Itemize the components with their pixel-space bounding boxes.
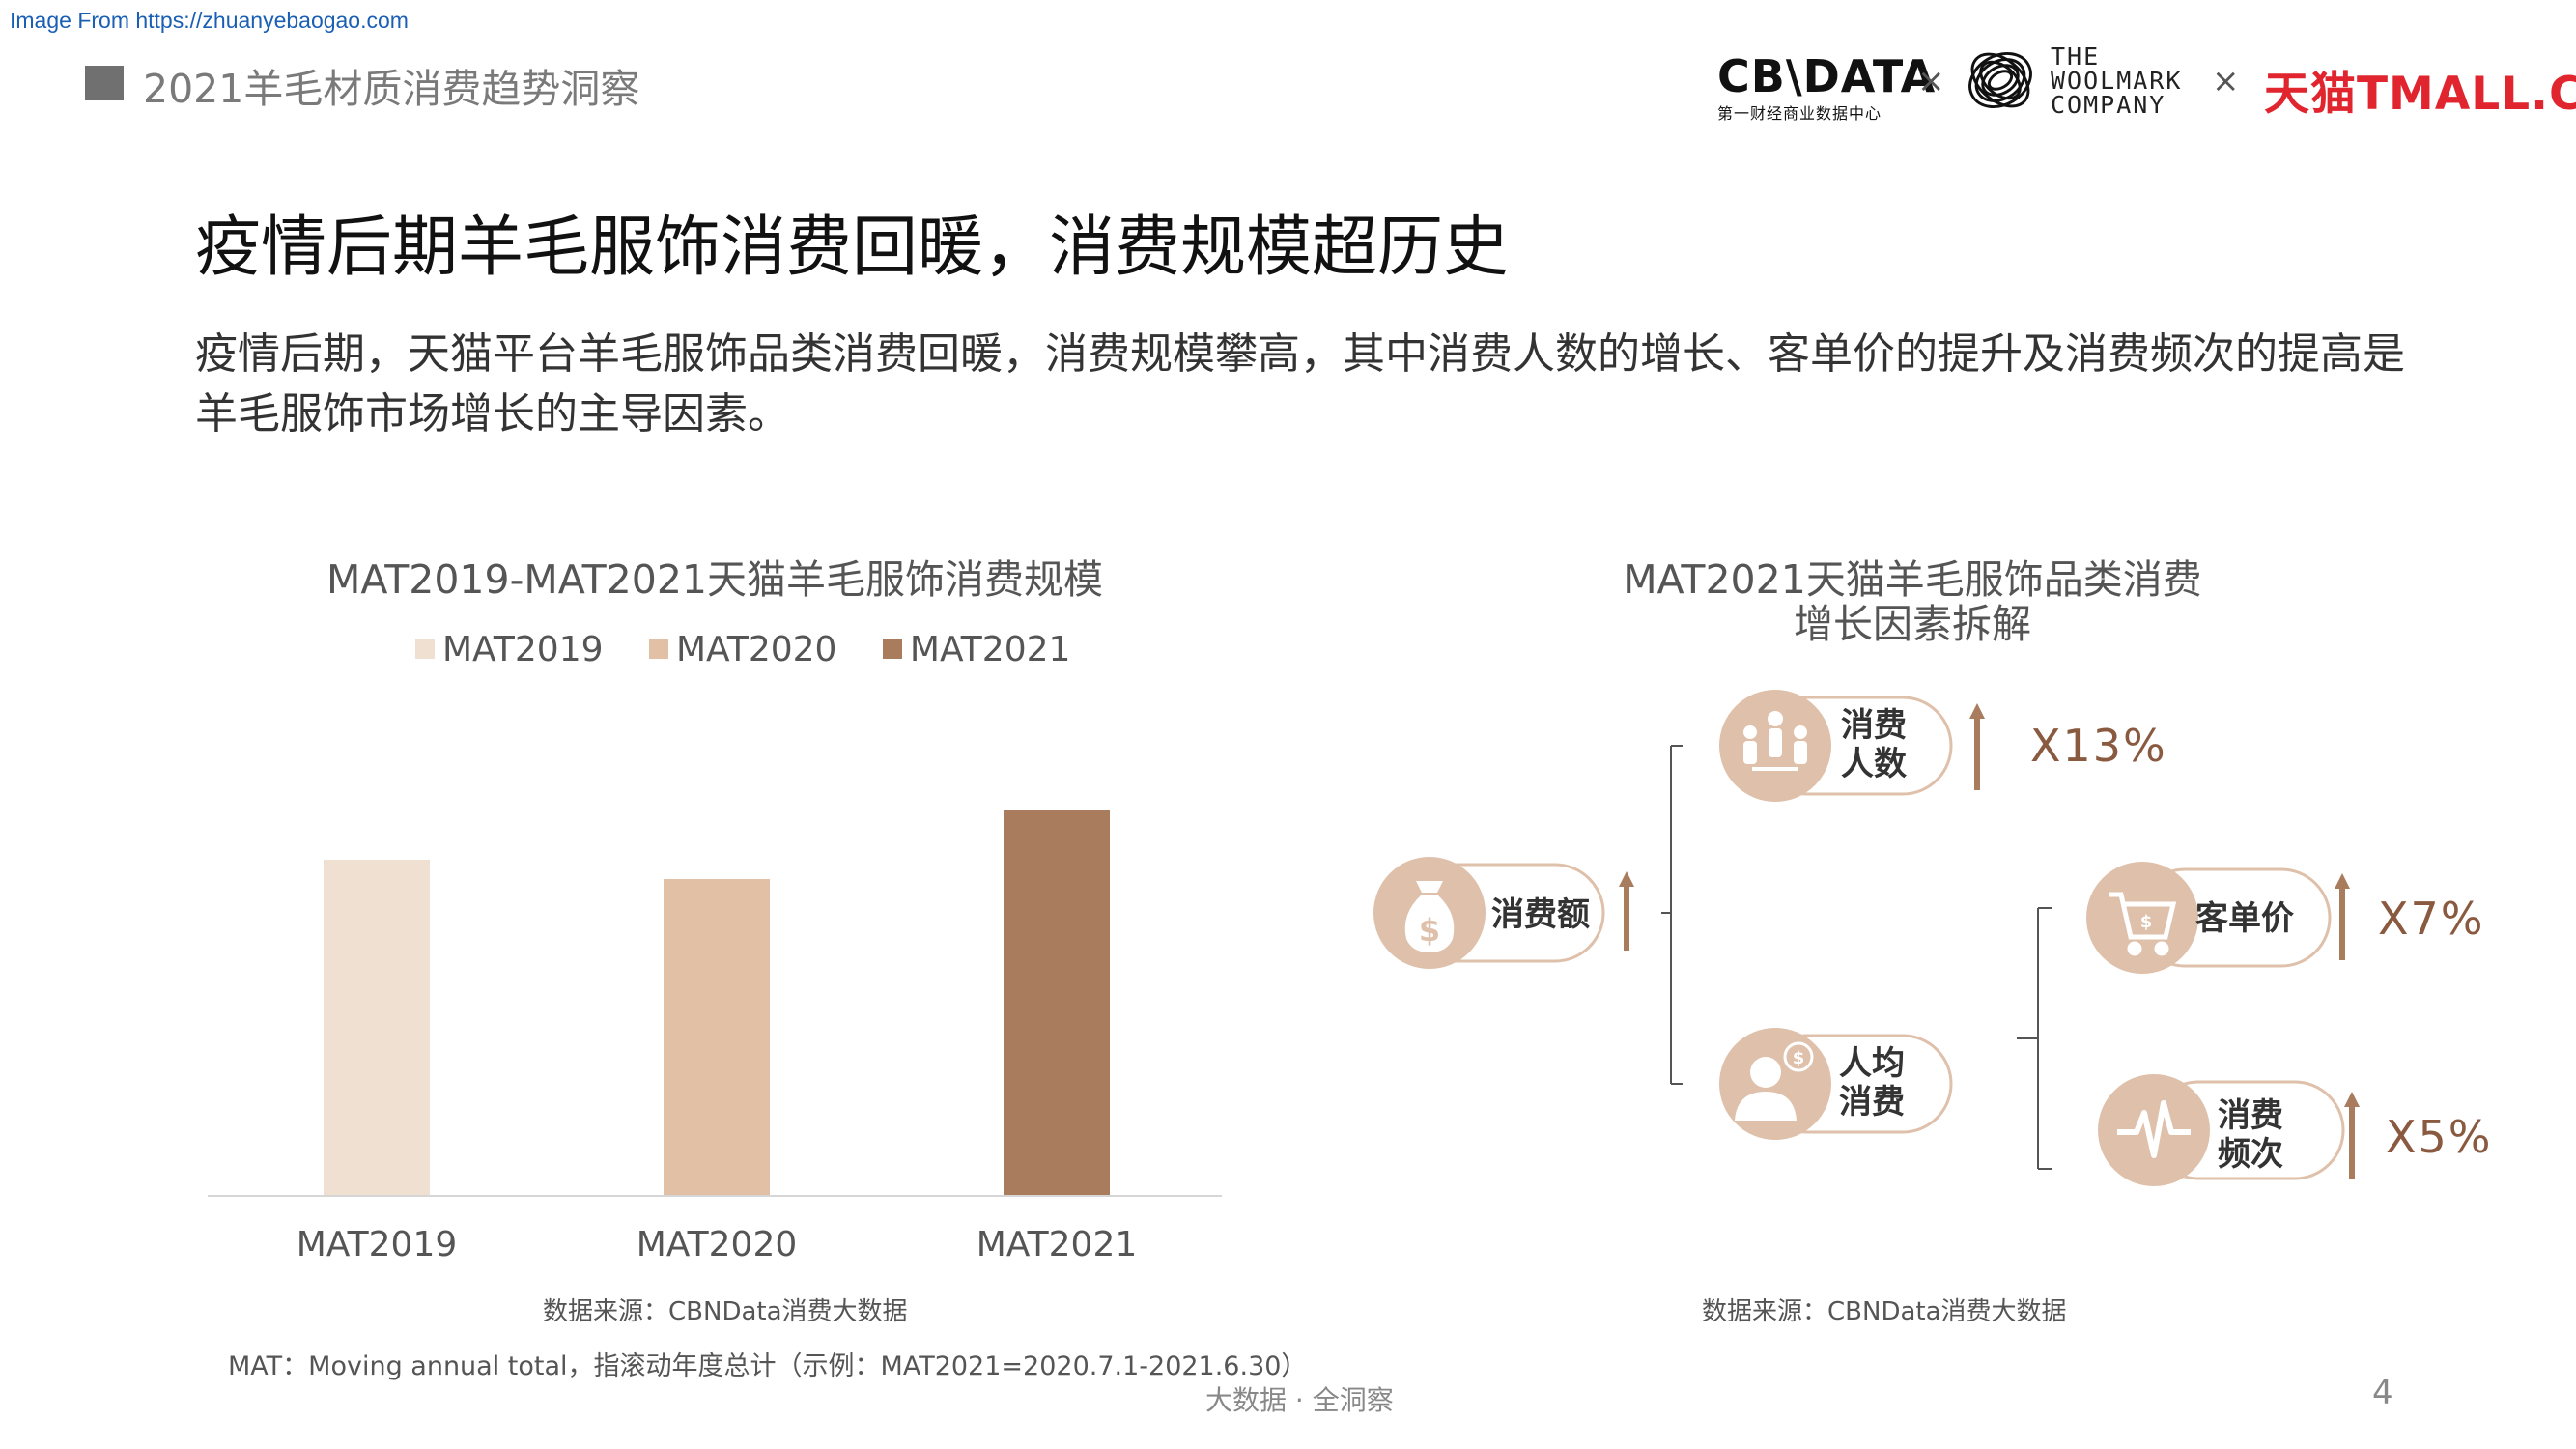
legend-item: MAT2020 (648, 629, 837, 669)
report-title: 2021羊毛材质消费趋势洞察 (143, 66, 640, 112)
up-arrow-icon (1619, 871, 1634, 951)
node-per-capita: $ 人均 消费 (1719, 1028, 1953, 1140)
x-tick-label: MAT2020 (637, 1225, 798, 1264)
woolmark-logo-text: THE WOOLMARK COMPANY (2051, 44, 2182, 117)
node-people: 消费 人数 (1719, 690, 1985, 802)
bar-chart: MAT2019 MAT2020 MAT2021 (208, 810, 1222, 1264)
node-frequency-label-line2: 频次 (2218, 1135, 2283, 1174)
woolmark-logo-icon (1968, 52, 2032, 108)
legend-label: MAT2019 (442, 629, 604, 669)
svg-text:$: $ (2140, 912, 2153, 932)
up-arrow-icon (2344, 1092, 2360, 1179)
person-coin-icon: $ (1735, 1041, 1814, 1121)
woolmark-line: WOOLMARK (2051, 67, 2183, 95)
times-separator: × (2212, 62, 2240, 100)
svg-text:$: $ (1793, 1048, 1805, 1068)
footer-slogan: 大数据 · 全洞察 (1205, 1384, 1394, 1416)
legend-label: MAT2021 (909, 629, 1071, 669)
woolmark-line: THE (2051, 43, 2101, 71)
cbndata-subtitle: 第一财经商业数据中心 (1717, 104, 1882, 123)
bar-mat2020 (664, 879, 770, 1196)
bar-chart-legend: MAT2019 MAT2020 MAT2021 (415, 628, 1105, 669)
times-separator: × (1917, 62, 1945, 100)
up-arrow-icon (1969, 703, 1985, 790)
legend-item: MAT2019 (415, 630, 604, 669)
node-people-label-line2: 人数 (1841, 745, 1907, 783)
page-number: 4 (2372, 1374, 2393, 1412)
cart-icon: $ (2109, 892, 2177, 956)
pulse-icon (2117, 1100, 2191, 1158)
x-tick-label: MAT2019 (297, 1225, 458, 1264)
woolmark-line: COMPANY (2051, 91, 2166, 119)
legend-item: MAT2021 (882, 629, 1071, 669)
slide-body-text: 疫情后期，天猫平台羊毛服饰品类消费回暖，消费规模攀高，其中消费人数的增长、客单价… (195, 329, 2405, 439)
legend-label: MAT2020 (675, 629, 837, 669)
data-source-left: 数据来源：CBNData消费大数据 (543, 1297, 908, 1326)
node-spending: $ 消费额 (1373, 857, 1634, 969)
tmall-logo: 天猫TMALL.COM (2264, 68, 2576, 121)
cbndata-logo: CB\DATA (1717, 50, 1937, 102)
svg-text:$: $ (1419, 912, 1440, 949)
bar-mat2019 (324, 860, 430, 1196)
x-tick-label: MAT2021 (977, 1225, 1138, 1264)
data-source-right: 数据来源：CBNData消费大数据 (1702, 1297, 2067, 1326)
growth-frequency-value: X5% (2386, 1111, 2493, 1163)
slide-headline: 疫情后期羊毛服饰消费回暖，消费规模超历史 (195, 210, 1510, 286)
people-icon (1743, 711, 1807, 771)
up-arrow-icon (2335, 873, 2350, 960)
node-people-label-line1: 消费 (1841, 706, 1907, 745)
node-per-capita-label-line1: 人均 (1839, 1044, 1905, 1083)
node-price: $ 客单价 (2086, 862, 2350, 974)
node-spending-label: 消费额 (1491, 895, 1590, 934)
header-square-icon (85, 66, 124, 100)
node-frequency: 消费 频次 (2098, 1074, 2360, 1186)
footnote: MAT：Moving annual total，指滚动年度总计（示例：MAT20… (228, 1351, 1308, 1381)
node-per-capita-label-line2: 消费 (1839, 1083, 1905, 1122)
diagram-title-line2: 增长因素拆解 (1794, 601, 2031, 647)
legend-swatch (882, 639, 902, 659)
bar-chart-title: MAT2019-MAT2021天猫羊毛服饰消费规模 (326, 556, 1104, 603)
diagram-title-line1: MAT2021天猫羊毛服饰品类消费 (1623, 556, 2202, 603)
watermark-link[interactable]: Image From https://zhuanyebaogao.com (10, 8, 409, 33)
node-frequency-label-line1: 消费 (2218, 1096, 2283, 1135)
legend-swatch (648, 639, 668, 659)
money-bag-icon: $ (1404, 881, 1455, 952)
growth-price-value: X7% (2378, 893, 2485, 945)
growth-people-value: X13% (2030, 720, 2167, 772)
node-price-label: 客单价 (2195, 899, 2294, 938)
diagram-connectors (1661, 745, 2052, 1170)
legend-swatch (415, 639, 435, 659)
growth-factor-diagram: $ 消费额 消费 人数 $ 人均 (1373, 690, 2360, 1186)
bar-mat2021 (1004, 810, 1110, 1196)
